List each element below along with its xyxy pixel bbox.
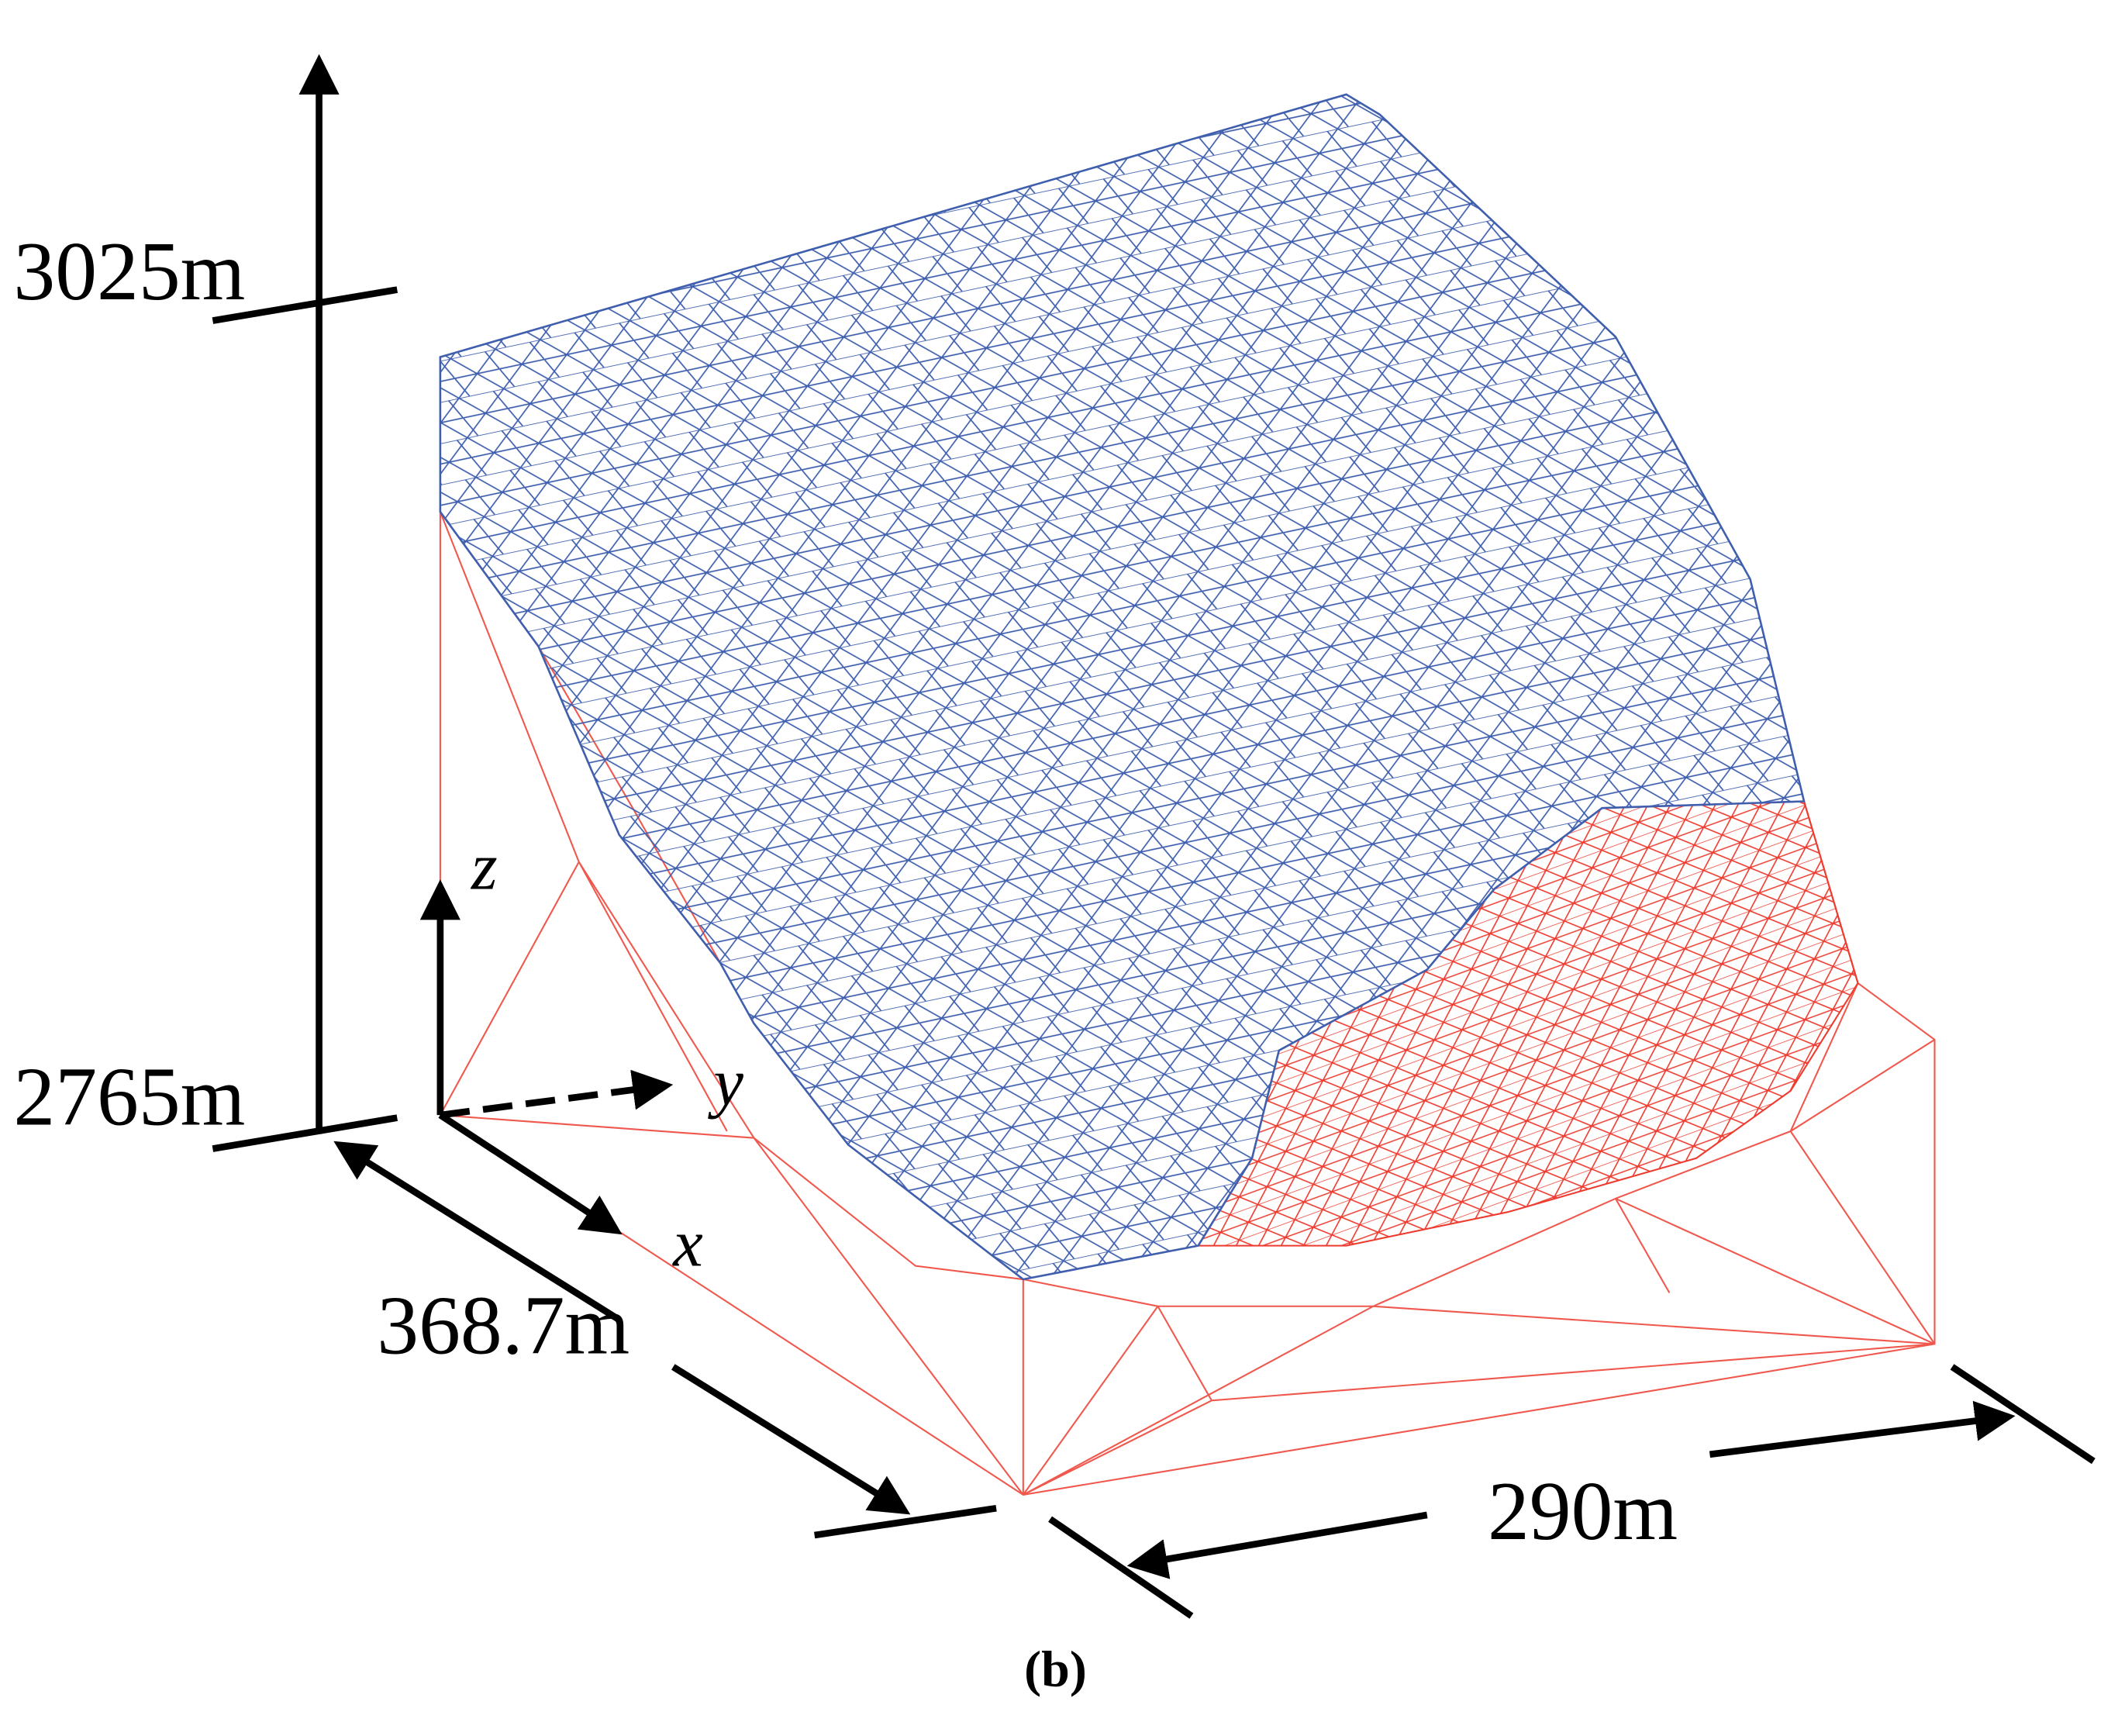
length-y-label: 290m	[1488, 1465, 1678, 1558]
x-axis	[438, 1112, 623, 1235]
dimension-arrow	[1709, 1400, 2016, 1458]
dimension-arrow	[1126, 1511, 1428, 1579]
dimension-arrow	[333, 1141, 622, 1323]
x-label: x	[671, 1206, 703, 1281]
z-label: z	[471, 829, 498, 903]
tick	[212, 286, 398, 324]
elevation-bottom-label: 2765m	[13, 1051, 245, 1143]
y-axis	[440, 1069, 674, 1119]
y-label: y	[707, 1044, 743, 1119]
tick	[1048, 1516, 1194, 1619]
dimension-arrow	[671, 1364, 911, 1515]
tick	[814, 1504, 997, 1539]
tick	[1950, 1364, 2095, 1465]
tick	[212, 1114, 398, 1152]
caption: (b)	[1024, 1641, 1087, 1697]
length-x-label: 368.7m	[377, 1280, 630, 1372]
elevation-top-label: 3025m	[13, 226, 245, 318]
blue-mesh	[439, 93, 1806, 1281]
